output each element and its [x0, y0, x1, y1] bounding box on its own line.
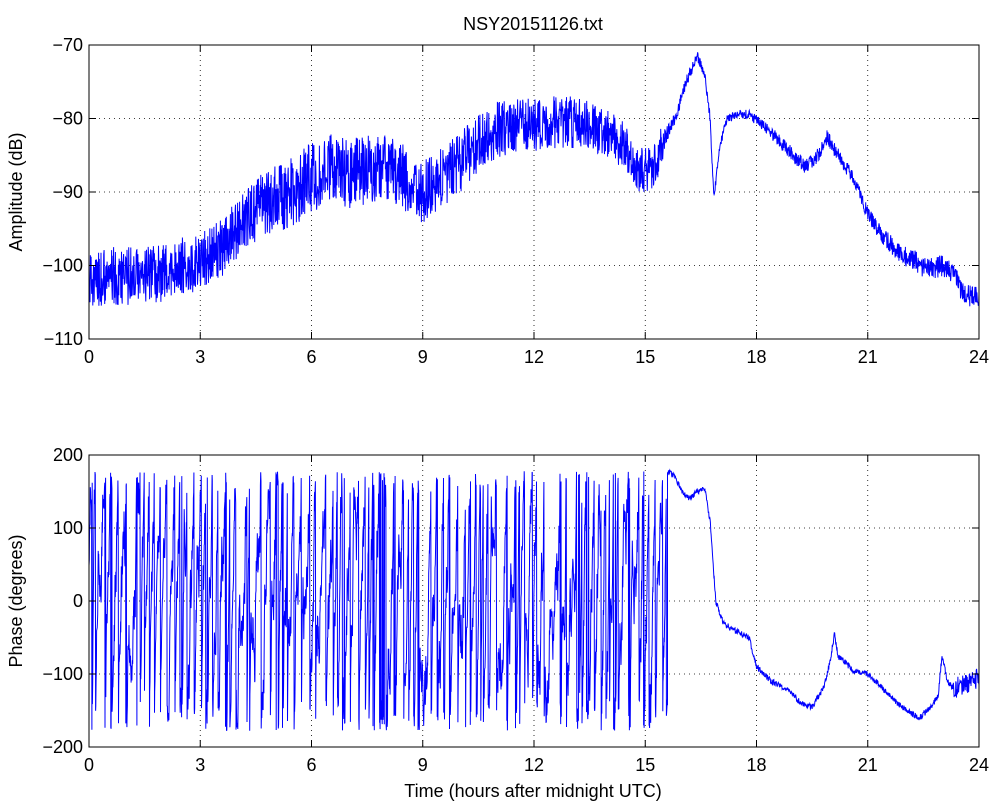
phase-x-tick-label: 15: [635, 755, 655, 775]
phase-x-tick-label: 6: [306, 755, 316, 775]
phase-y-tick-label: 100: [53, 518, 83, 538]
phase-x-tick-label: 12: [524, 755, 544, 775]
phase-y-tick-label: 200: [53, 445, 83, 465]
amplitude-x-tick-label: 21: [858, 347, 878, 367]
phase-x-tick-label: 18: [746, 755, 766, 775]
phase-trace: [88, 468, 980, 731]
phase-panel: 0 3 6 9 12 15 18 21 24 −200 −100 0 100 200 Phase (deg…: [6, 445, 989, 775]
amplitude-x-tick-label: 12: [524, 347, 544, 367]
phase-ticks: 0 3 6 9 12 15 18 21 24 −200 −100 0 100 200: [42, 445, 989, 775]
x-axis-label: Time (hours after midnight UTC): [404, 781, 661, 801]
figure-title: NSY20151126.txt: [463, 14, 603, 34]
phase-y-tick-label: −100: [42, 664, 83, 684]
amplitude-y-tick-label: −70: [52, 35, 83, 55]
phase-x-tick-label: 21: [858, 755, 878, 775]
amplitude-y-tick-label: −100: [42, 256, 83, 276]
amplitude-x-tick-label: 18: [746, 347, 766, 367]
amplitude-x-tick-label: 9: [418, 347, 428, 367]
amplitude-trace: [88, 52, 980, 307]
amplitude-panel: 0 3 6 9 12 15 18 21 24 −110 −100 −90 −80 −70 Amplitud…: [6, 35, 989, 367]
amplitude-y-tick-label: −80: [52, 109, 83, 129]
amplitude-x-tick-label: 15: [635, 347, 655, 367]
amplitude-x-tick-label: 0: [84, 347, 94, 367]
phase-x-tick-label: 24: [969, 755, 989, 775]
phase-x-tick-label: 0: [84, 755, 94, 775]
amplitude-y-tick-label: −110: [44, 329, 83, 349]
phase-x-tick-label: 3: [195, 755, 205, 775]
phase-y-tick-label: 0: [73, 591, 83, 611]
amplitude-x-tick-label: 24: [969, 347, 989, 367]
phase-x-tick-label: 9: [418, 755, 428, 775]
amplitude-y-tick-label: −90: [52, 182, 83, 202]
amplitude-x-tick-label: 6: [306, 347, 316, 367]
phase-ylabel: Phase (degrees): [6, 534, 26, 667]
amplitude-x-tick-label: 3: [195, 347, 205, 367]
amplitude-ticks: 0 3 6 9 12 15 18 21 24 −110 −100 −90 −80 −70: [42, 35, 989, 367]
amplitude-ylabel: Amplitude (dB): [6, 132, 26, 251]
phase-y-tick-label: −200: [42, 737, 83, 757]
